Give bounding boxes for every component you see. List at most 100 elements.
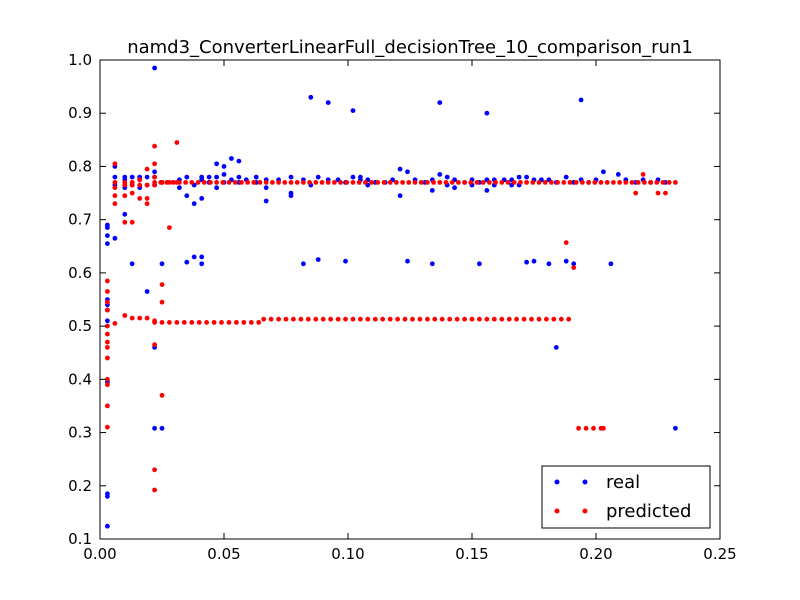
predicted-point — [505, 180, 511, 185]
predicted-point — [431, 180, 436, 185]
predicted-point — [159, 282, 165, 287]
real-point — [563, 258, 569, 264]
predicted-point — [387, 316, 393, 322]
predicted-point — [183, 180, 189, 185]
real-point — [578, 97, 584, 103]
predicted-point — [105, 323, 110, 329]
predicted-point — [456, 180, 461, 185]
predicted-point — [387, 180, 393, 185]
predicted-point — [372, 316, 378, 322]
predicted-point — [468, 180, 474, 185]
real-point — [405, 258, 410, 264]
predicted-point — [491, 316, 497, 322]
predicted-point — [152, 342, 158, 348]
legend: real predicted — [541, 465, 711, 529]
real-point — [122, 174, 128, 180]
y-tick-label: 0.9 — [68, 104, 92, 122]
predicted-point — [268, 316, 274, 322]
predicted-point — [529, 316, 534, 322]
predicted-point — [474, 180, 480, 185]
predicted-point — [406, 180, 412, 185]
predicted-point — [195, 180, 201, 185]
real-point — [615, 172, 621, 177]
predicted-point — [105, 331, 110, 337]
x-tick-label: 0.10 — [331, 545, 364, 563]
real-point — [152, 65, 158, 71]
predicted-point — [112, 193, 118, 199]
real-point — [105, 222, 110, 228]
predicted-point — [144, 196, 150, 201]
predicted-point — [239, 180, 244, 185]
predicted-point — [276, 180, 281, 185]
predicted-point — [144, 182, 150, 188]
predicted-point — [350, 180, 356, 185]
x-tick-label: 0.20 — [579, 545, 612, 563]
predicted-point — [439, 316, 445, 322]
real-point — [477, 261, 482, 267]
real-point — [214, 185, 220, 191]
real-point — [263, 198, 269, 204]
predicted-point — [417, 316, 423, 322]
predicted-point — [462, 180, 467, 185]
predicted-point — [112, 161, 118, 167]
real-point — [191, 201, 197, 207]
predicted-point — [369, 180, 374, 185]
predicted-point — [105, 382, 110, 388]
real-point — [444, 174, 450, 180]
predicted-point — [542, 180, 548, 185]
real-point — [199, 174, 205, 180]
y-tick-label: 0.8 — [68, 157, 92, 175]
predicted-point — [257, 180, 263, 185]
predicted-point — [164, 180, 170, 185]
predicted-point — [144, 166, 150, 172]
predicted-point — [208, 180, 213, 185]
y-tick-label: 1.0 — [68, 51, 92, 69]
predicted-point — [214, 180, 220, 185]
predicted-point — [256, 320, 262, 325]
predicted-point — [332, 180, 337, 185]
predicted-point — [604, 180, 610, 185]
real-point — [152, 425, 158, 431]
real-point — [571, 261, 577, 267]
predicted-point — [307, 180, 312, 185]
real-point — [358, 174, 363, 180]
predicted-point — [137, 315, 143, 321]
x-tick-label: 0.15 — [455, 545, 488, 563]
predicted-point — [666, 180, 672, 185]
real-point — [315, 257, 321, 262]
predicted-point — [105, 307, 110, 313]
predicted-point — [335, 316, 341, 322]
legend-predicted-label: predicted — [606, 501, 691, 522]
predicted-point — [365, 316, 371, 322]
real-point — [184, 174, 190, 180]
predicted-point — [174, 320, 180, 325]
y-tick-label: 0.3 — [68, 424, 92, 442]
real-point — [129, 174, 135, 180]
real-point — [105, 491, 110, 497]
predicted-point — [338, 180, 343, 185]
predicted-point — [506, 316, 512, 322]
predicted-point — [204, 320, 210, 325]
predicted-point — [654, 180, 660, 185]
predicted-point — [181, 320, 187, 325]
predicted-point — [484, 316, 490, 322]
real-point — [177, 185, 182, 191]
real-point — [159, 425, 165, 431]
predicted-point — [660, 180, 666, 185]
predicted-point — [105, 339, 110, 345]
predicted-point — [536, 180, 542, 185]
real-point — [563, 174, 569, 180]
predicted-point — [201, 180, 207, 185]
legend-real-marker — [582, 479, 588, 485]
predicted-point — [592, 180, 598, 185]
predicted-point — [105, 345, 110, 350]
real-point — [199, 261, 205, 267]
predicted-point — [226, 320, 232, 325]
real-point — [315, 174, 321, 180]
predicted-point — [144, 201, 150, 207]
predicted-point — [251, 180, 257, 185]
predicted-point — [576, 425, 581, 431]
predicted-point — [648, 180, 653, 185]
y-tick-label: 0.1 — [68, 530, 92, 548]
predicted-point — [454, 316, 460, 322]
